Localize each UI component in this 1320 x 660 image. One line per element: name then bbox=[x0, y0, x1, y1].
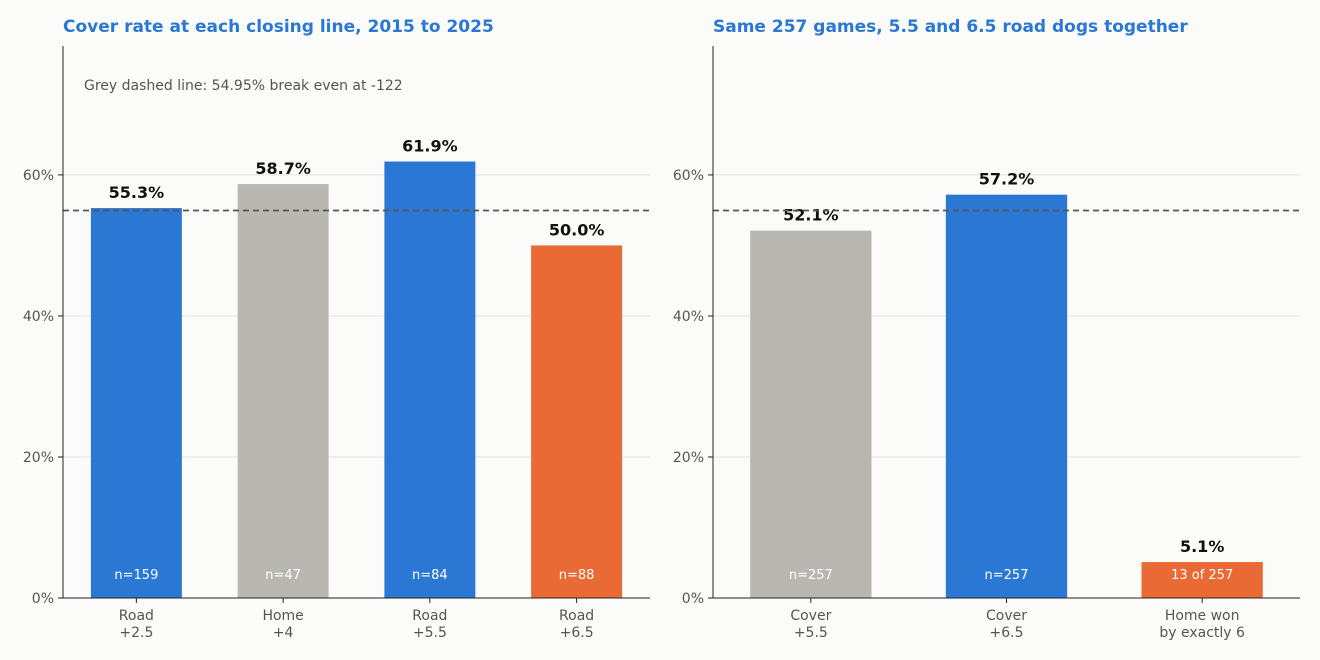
bar-count-label: n=88 bbox=[559, 568, 595, 583]
bar-value-label: 52.1% bbox=[783, 206, 839, 225]
bar-value-label: 57.2% bbox=[979, 170, 1035, 189]
x-tick-label: Road bbox=[412, 608, 447, 624]
y-tick-label: 40% bbox=[673, 309, 704, 325]
bar-count-label: n=84 bbox=[412, 568, 448, 583]
y-tick-label: 60% bbox=[23, 168, 54, 184]
x-tick-label: +5.5 bbox=[413, 625, 447, 641]
bar-value-label: 61.9% bbox=[402, 137, 458, 156]
y-tick-label: 0% bbox=[682, 591, 704, 607]
x-tick-label: +6.5 bbox=[990, 625, 1024, 641]
left-chart-title: Cover rate at each closing line, 2015 to… bbox=[63, 17, 494, 37]
x-tick-label: Road bbox=[119, 608, 154, 624]
x-tick-label: Cover bbox=[790, 608, 831, 624]
x-tick-label: Home won bbox=[1165, 608, 1240, 624]
x-tick-label: +6.5 bbox=[560, 625, 594, 641]
bar bbox=[384, 161, 476, 598]
y-tick-label: 20% bbox=[673, 450, 704, 466]
y-tick-label: 20% bbox=[23, 450, 54, 466]
x-tick-label: Cover bbox=[986, 608, 1027, 624]
breakeven-annotation: Grey dashed line: 54.95% break even at -… bbox=[84, 78, 403, 94]
bar bbox=[237, 184, 329, 599]
x-tick-label: Road bbox=[559, 608, 594, 624]
bar bbox=[1141, 562, 1263, 598]
x-tick-label: +2.5 bbox=[119, 625, 153, 641]
bar bbox=[531, 245, 623, 598]
x-tick-label: Home bbox=[262, 608, 303, 624]
bar-count-label: n=257 bbox=[985, 568, 1029, 583]
y-tick-label: 0% bbox=[32, 591, 54, 607]
bar bbox=[945, 194, 1068, 598]
right-bar-chart: 52.1%n=257Cover+5.557.2%n=257Cover+6.55.… bbox=[673, 46, 1300, 641]
bar-count-label: n=257 bbox=[789, 568, 833, 583]
bar-value-label: 55.3% bbox=[109, 183, 165, 202]
x-tick-label: by exactly 6 bbox=[1159, 625, 1245, 641]
y-tick-label: 40% bbox=[23, 309, 54, 325]
bar-count-label: n=159 bbox=[114, 568, 158, 583]
bar-value-label: 5.1% bbox=[1180, 537, 1224, 556]
y-tick-label: 60% bbox=[673, 168, 704, 184]
right-chart-title: Same 257 games, 5.5 and 6.5 road dogs to… bbox=[713, 17, 1188, 37]
x-tick-label: +4 bbox=[273, 625, 294, 641]
bar-count-label: n=47 bbox=[265, 568, 301, 583]
bar-value-label: 58.7% bbox=[255, 159, 311, 178]
bar bbox=[90, 208, 182, 599]
bar-count-label: 13 of 257 bbox=[1171, 568, 1233, 583]
bar-value-label: 50.0% bbox=[549, 220, 605, 239]
left-bar-chart: Grey dashed line: 54.95% break even at -… bbox=[23, 46, 650, 641]
x-tick-label: +5.5 bbox=[794, 625, 828, 641]
bar bbox=[750, 230, 872, 598]
